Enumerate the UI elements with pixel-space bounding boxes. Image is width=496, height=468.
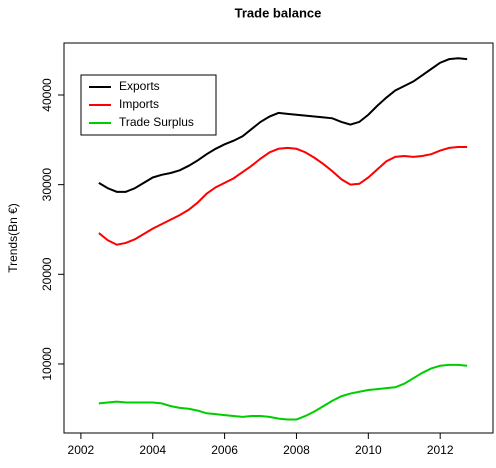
series-line	[98, 57, 468, 193]
x-tick-label: 2004	[139, 443, 166, 457]
legend-label: Imports	[119, 97, 159, 111]
legend-label: Trade Surplus	[119, 115, 194, 129]
y-axis-label: Trends(Bn €)	[6, 203, 20, 273]
x-tick-label: 2006	[211, 443, 238, 457]
x-tick-label: 2012	[427, 443, 454, 457]
series-line	[98, 363, 468, 421]
x-tick-label: 2010	[355, 443, 382, 457]
plot-frame	[63, 42, 494, 434]
series-line	[98, 146, 468, 246]
x-tick-label: 2002	[68, 443, 95, 457]
chart-title: Trade balance	[235, 5, 322, 20]
y-tick-label: 10000	[40, 347, 54, 381]
legend-label: Exports	[119, 79, 160, 93]
x-tick-label: 2008	[283, 443, 310, 457]
y-tick-label: 40000	[40, 78, 54, 112]
y-tick-label: 30000	[40, 168, 54, 202]
y-tick-label: 20000	[40, 257, 54, 291]
